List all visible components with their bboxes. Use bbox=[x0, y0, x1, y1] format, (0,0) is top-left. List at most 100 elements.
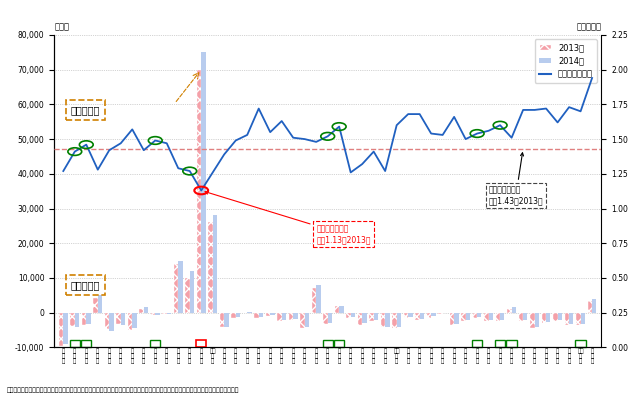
Bar bbox=[270, 313, 275, 316]
Bar bbox=[569, 313, 574, 324]
合計特殊出生率 bbox=[565, 105, 573, 109]
Bar bbox=[105, 313, 109, 329]
Bar bbox=[277, 313, 282, 322]
合計特殊出生率 bbox=[278, 118, 285, 123]
合計特殊出生率 bbox=[428, 131, 435, 136]
Bar bbox=[553, 313, 557, 322]
Bar bbox=[323, 313, 328, 324]
合計特殊出生率 bbox=[140, 148, 148, 152]
Bar bbox=[397, 313, 401, 327]
Bar bbox=[581, 313, 585, 324]
Bar bbox=[144, 307, 148, 313]
Bar bbox=[512, 307, 516, 313]
Bar bbox=[477, 313, 482, 317]
Bar bbox=[190, 271, 194, 313]
合計特殊出生率 bbox=[209, 170, 217, 175]
Bar bbox=[71, 313, 75, 326]
合計特殊出生率 bbox=[381, 169, 389, 173]
Bar bbox=[381, 313, 385, 327]
Bar bbox=[369, 313, 374, 322]
Bar bbox=[496, 313, 500, 322]
Bar bbox=[174, 264, 178, 313]
合計特殊出生率 bbox=[197, 188, 205, 193]
合計特殊出生率 bbox=[255, 106, 262, 111]
合計特殊出生率 bbox=[186, 169, 194, 173]
Text: （人）: （人） bbox=[54, 23, 69, 32]
Bar bbox=[350, 313, 355, 317]
Bar bbox=[385, 313, 390, 327]
Bar bbox=[293, 313, 298, 319]
合計特殊出生率 bbox=[347, 170, 354, 175]
Bar bbox=[201, 52, 206, 313]
合計特殊出生率 bbox=[520, 107, 527, 112]
Bar bbox=[231, 313, 236, 318]
合計特殊出生率 bbox=[473, 131, 481, 136]
Bar bbox=[362, 313, 367, 323]
合計特殊出生率 bbox=[462, 137, 469, 141]
合計特殊出生率 bbox=[554, 120, 561, 125]
Text: 転入超過数: 転入超過数 bbox=[71, 105, 100, 115]
合計特殊出生率 bbox=[163, 141, 170, 146]
合計特殊出生率 bbox=[508, 135, 516, 140]
Bar bbox=[565, 313, 569, 325]
合計特殊出生率 bbox=[129, 127, 136, 132]
Bar bbox=[489, 313, 493, 320]
Bar bbox=[213, 216, 217, 313]
合計特殊出生率 bbox=[577, 109, 584, 114]
Bar bbox=[82, 313, 86, 325]
Bar bbox=[316, 285, 321, 313]
Text: 転出超過数: 転出超過数 bbox=[71, 280, 100, 290]
Bar bbox=[128, 313, 132, 330]
Bar bbox=[289, 313, 293, 320]
Bar bbox=[420, 313, 424, 319]
Bar bbox=[59, 313, 63, 346]
合計特殊出生率 bbox=[105, 148, 113, 152]
Text: （出生率）: （出生率） bbox=[576, 23, 601, 32]
合計特殊出生率 bbox=[221, 152, 228, 157]
合計特殊出生率 bbox=[336, 124, 343, 129]
Text: 合計特殊出生率
全国1.43（2013）: 合計特殊出生率 全国1.43（2013） bbox=[489, 153, 543, 205]
Bar bbox=[392, 313, 397, 328]
Legend: 2013年, 2014年, 合計特殊出生率: 2013年, 2014年, 合計特殊出生率 bbox=[534, 39, 597, 83]
Bar bbox=[358, 313, 362, 325]
Bar bbox=[374, 313, 378, 320]
Bar bbox=[312, 288, 316, 313]
合計特殊出生率 bbox=[71, 149, 78, 154]
合計特殊出生率 bbox=[542, 106, 550, 111]
Bar bbox=[109, 313, 114, 331]
Bar bbox=[439, 313, 442, 314]
合計特殊出生率 bbox=[370, 149, 377, 154]
Bar bbox=[305, 313, 309, 327]
合計特殊出生率 bbox=[151, 138, 159, 143]
Text: 合計特殊出生率
東京1.13（2013）: 合計特殊出生率 東京1.13（2013） bbox=[205, 191, 371, 244]
Bar bbox=[427, 313, 431, 318]
Bar bbox=[258, 313, 263, 317]
Bar bbox=[167, 313, 171, 314]
合計特殊出生率 bbox=[530, 107, 538, 112]
合計特殊出生率 bbox=[416, 112, 424, 117]
Bar bbox=[347, 313, 350, 318]
Bar bbox=[431, 313, 435, 316]
合計特殊出生率 bbox=[324, 134, 332, 139]
Bar bbox=[340, 306, 343, 313]
Bar bbox=[300, 313, 305, 328]
Bar bbox=[523, 313, 527, 320]
Bar bbox=[335, 307, 340, 313]
Bar bbox=[534, 313, 539, 327]
Bar bbox=[449, 313, 454, 325]
Bar bbox=[155, 313, 159, 315]
Bar bbox=[592, 299, 597, 313]
合計特殊出生率 bbox=[174, 166, 182, 171]
Bar bbox=[178, 261, 183, 313]
Bar bbox=[63, 313, 68, 344]
Bar bbox=[466, 313, 470, 320]
Bar bbox=[116, 313, 121, 324]
Bar bbox=[140, 308, 144, 313]
Bar bbox=[404, 313, 408, 318]
合計特殊出生率 bbox=[439, 133, 446, 137]
Bar bbox=[220, 313, 224, 327]
Bar bbox=[454, 313, 458, 324]
Bar bbox=[484, 313, 489, 322]
Bar bbox=[197, 70, 201, 313]
合計特殊出生率 bbox=[393, 123, 401, 128]
